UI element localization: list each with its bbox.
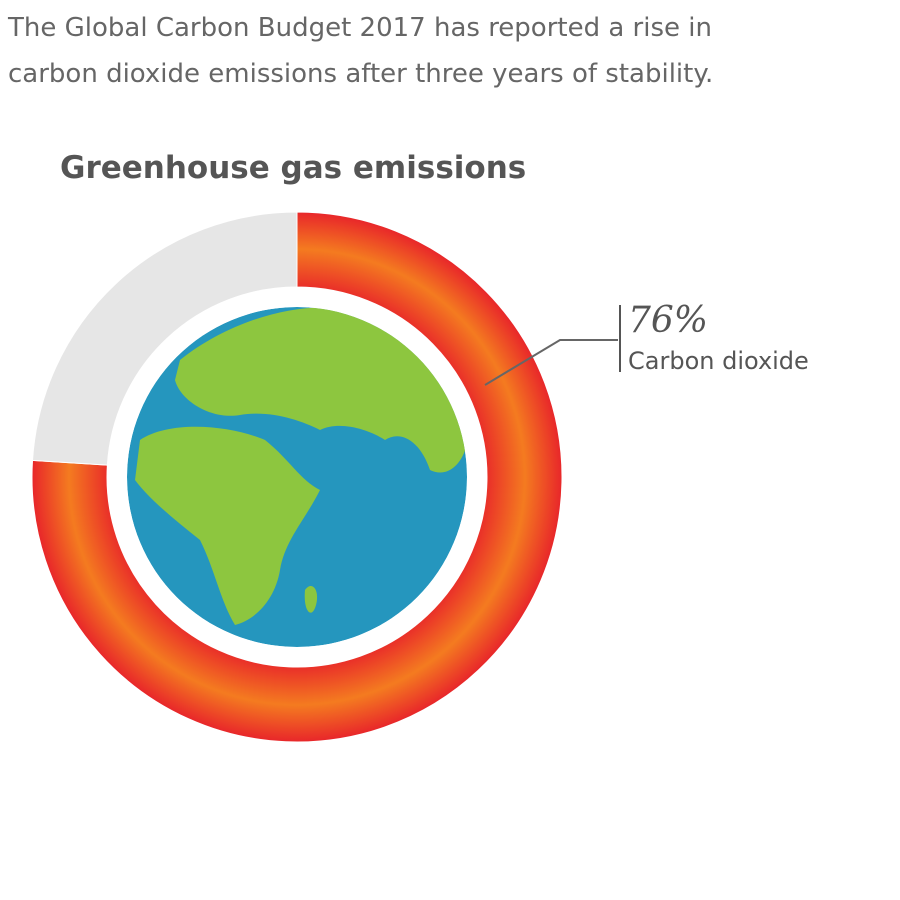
- donut-segment: [31, 211, 298, 466]
- subtitle: carbon dioxide emissions after three yea…: [8, 59, 713, 89]
- globe: [127, 307, 467, 647]
- leader-line: [484, 339, 618, 386]
- donut: [31, 211, 563, 743]
- donut-segment: [31, 211, 563, 743]
- chart-title: Greenhouse gas emissions: [60, 150, 526, 186]
- data-label: 76%: [628, 300, 708, 341]
- subtitle: The Global Carbon Budget 2017 has report…: [7, 13, 712, 43]
- category-label: Carbon dioxide: [628, 347, 809, 375]
